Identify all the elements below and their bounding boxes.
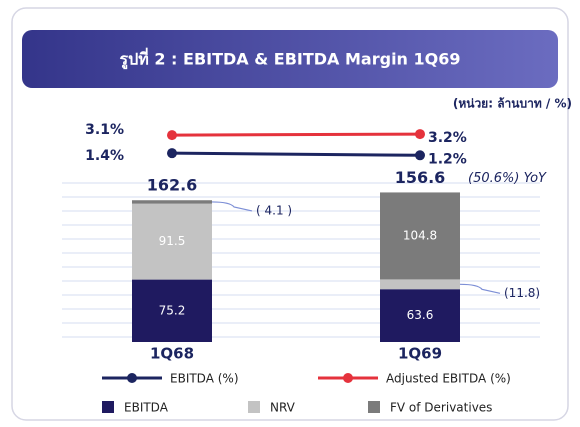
value-label: ( 4.1 ) <box>256 203 292 217</box>
line <box>171 132 421 137</box>
bar-segment <box>132 203 212 280</box>
line-point <box>167 130 177 141</box>
value-label: 63.6 <box>407 308 434 322</box>
bar-segment <box>380 289 460 342</box>
line-point <box>415 129 425 140</box>
line-value-label: 3.1% <box>85 122 124 138</box>
total-label: 156.6 <box>395 168 446 187</box>
bar-segment <box>132 200 212 204</box>
value-label: 91.5 <box>159 234 186 248</box>
bar-segment <box>380 192 460 280</box>
chart-title: รูปที่ 2 : EBITDA & EBITDA Margin 1Q69 <box>119 48 460 71</box>
value-label: (11.8) <box>504 286 540 300</box>
value-label: 104.8 <box>403 228 437 242</box>
line-value-label: 1.4% <box>85 148 124 164</box>
legend-marker <box>343 373 353 383</box>
bar-segment <box>132 279 212 342</box>
unit-label: (หน่วย: ล้านบาท / %) <box>453 97 572 111</box>
legend-swatch <box>102 401 114 413</box>
bar-segment <box>380 279 460 290</box>
legend-marker <box>127 373 137 383</box>
x-tick-label: 1Q68 <box>150 345 194 363</box>
legend-label: FV of Derivatives <box>390 401 492 415</box>
line-point <box>415 150 425 161</box>
x-tick-label: 1Q69 <box>398 345 442 363</box>
legend-swatch <box>368 401 380 413</box>
line <box>171 151 421 157</box>
legend-label: Adjusted EBITDA (%) <box>386 372 511 386</box>
total-label: 162.6 <box>147 176 198 195</box>
header <box>22 30 558 88</box>
value-label: 75.2 <box>159 303 186 317</box>
callout-line <box>211 201 253 212</box>
callout-line <box>459 283 501 294</box>
line-value-label: 3.2% <box>428 130 467 146</box>
legend-label: EBITDA <box>124 401 169 415</box>
line-value-label: 1.2% <box>428 151 467 167</box>
legend-label: NRV <box>270 401 296 415</box>
yoy-annotation: (50.6%) YoY <box>468 171 547 186</box>
line-point <box>167 148 177 159</box>
legend-swatch <box>248 401 260 413</box>
legend-label: EBITDA (%) <box>170 372 239 386</box>
